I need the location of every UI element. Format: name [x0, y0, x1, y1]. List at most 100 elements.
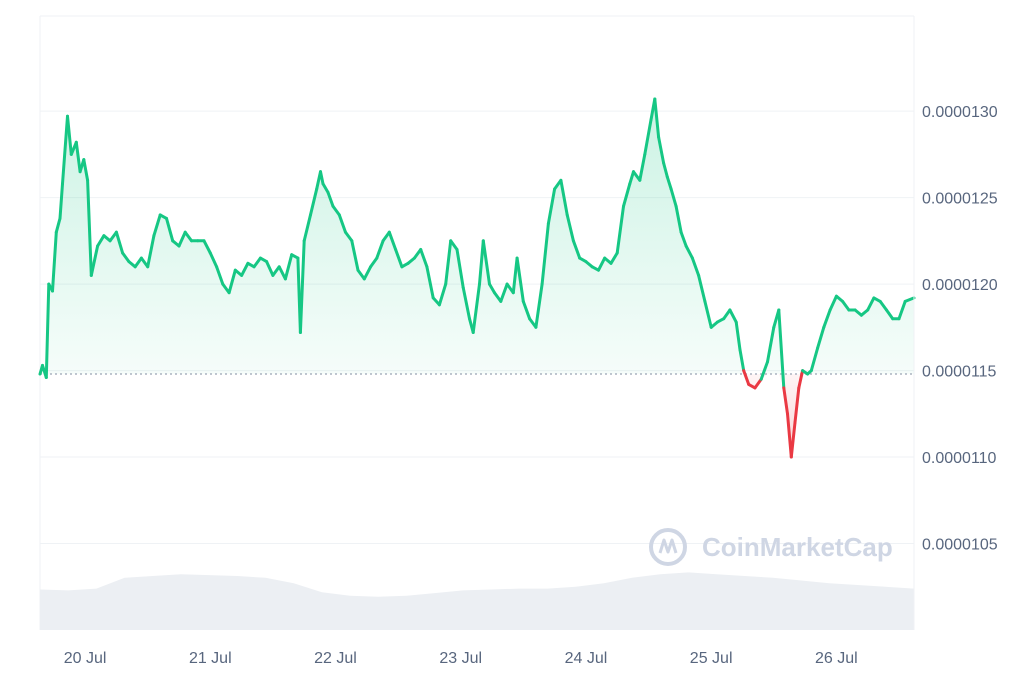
- price-segment-up: [597, 256, 607, 272]
- price-segment-up: [51, 230, 58, 293]
- price-segment-up: [628, 170, 635, 186]
- price-segment-up: [534, 282, 544, 329]
- price-segment-up: [565, 213, 575, 243]
- price-segment-up: [350, 239, 360, 272]
- price-segment-up: [734, 320, 742, 352]
- y-tick-label: 0.0000105: [922, 537, 998, 554]
- coinmarketcap-logo-icon: [649, 528, 687, 566]
- price-segment-up: [66, 114, 73, 156]
- price-segment-up: [265, 260, 275, 277]
- price-segment-up: [515, 256, 525, 303]
- price-segment-up: [89, 244, 100, 277]
- price-segment-up: [571, 239, 582, 260]
- price-segment-up: [82, 158, 90, 182]
- price-segment-down: [753, 377, 763, 390]
- price-segment-up: [657, 135, 666, 165]
- price-segment-up: [133, 256, 143, 269]
- price-segment-up: [302, 213, 312, 243]
- price-segment-up: [114, 230, 125, 255]
- price-segment-up: [369, 256, 379, 269]
- price-segment-up: [669, 187, 678, 208]
- x-tick-label: 22 Jul: [314, 650, 357, 667]
- price-segment-up: [653, 97, 661, 139]
- price-segment-up: [559, 178, 569, 217]
- price-segment-up: [344, 230, 354, 243]
- x-tick-label: 25 Jul: [690, 650, 733, 667]
- price-segment-up: [738, 348, 746, 373]
- price-segment-up: [521, 299, 532, 321]
- price-segment-up: [643, 118, 653, 156]
- price-segment-up: [766, 325, 776, 364]
- price-segment-up: [822, 308, 832, 329]
- price-segment-up: [759, 360, 769, 381]
- x-tick-label: 21 Jul: [189, 650, 232, 667]
- price-segment-up: [481, 239, 491, 286]
- x-tick-label: 20 Jul: [64, 650, 107, 667]
- y-tick-label: 0.0000115: [922, 364, 997, 381]
- price-segment-up: [240, 261, 250, 277]
- price-segment-up: [455, 248, 465, 289]
- price-segment-up: [674, 204, 683, 234]
- price-segment-up: [697, 273, 707, 303]
- x-tick-label: 24 Jul: [565, 650, 608, 667]
- price-segment-up: [866, 296, 876, 312]
- price-segment-up: [679, 230, 688, 248]
- price-segment-up: [74, 140, 82, 174]
- price-segment-up: [499, 282, 509, 303]
- price-area-up: [40, 99, 914, 375]
- price-segment-up: [684, 244, 694, 260]
- volume-area: [40, 572, 914, 630]
- price-segment-up: [662, 161, 669, 179]
- price-segment-up: [283, 253, 294, 281]
- price-segment-up: [319, 170, 325, 186]
- price-segment-up: [488, 282, 496, 295]
- price-segment-up: [903, 296, 916, 303]
- price-segment-up: [146, 234, 156, 269]
- price-segment-up: [885, 308, 895, 321]
- price-segment-up: [165, 216, 175, 243]
- price-segment-up: [609, 251, 619, 265]
- price-segment-up: [809, 346, 820, 373]
- price-segment-up: [722, 308, 732, 321]
- price-segment-up: [356, 268, 366, 281]
- price-segment-up: [58, 182, 64, 220]
- price-segment-up: [638, 152, 647, 182]
- price-segment-down: [793, 386, 801, 424]
- x-axis: 20 Jul 21 Jul 22 Jul 23 Jul 24 Jul 25 Jul 26 J…: [64, 650, 858, 667]
- watermark-text: CoinMarketCap: [702, 532, 893, 562]
- y-tick-label: 0.0000130: [922, 104, 998, 121]
- price-segment-up: [444, 239, 453, 286]
- price-segment-up: [362, 265, 373, 281]
- price-segment-up: [321, 182, 330, 194]
- price-segment-down: [742, 369, 751, 386]
- price-segment-down: [797, 369, 805, 390]
- price-segment-up: [121, 251, 131, 264]
- price-segment-up: [449, 239, 459, 251]
- coinmarketcap-logo-mark: [658, 538, 678, 554]
- watermark: CoinMarketCap: [649, 528, 893, 566]
- price-segment-up: [309, 187, 319, 217]
- price-segment-up: [841, 299, 851, 312]
- y-axis: 0.0000130 0.0000125 0.0000120 0.0000115 0.00…: [922, 104, 998, 553]
- x-tick-label: 26 Jul: [815, 650, 858, 667]
- price-segment-up: [615, 204, 625, 255]
- price-segment-up: [54, 216, 62, 234]
- y-tick-label: 0.0000125: [922, 191, 998, 208]
- price-segment-up: [471, 282, 481, 334]
- price-segment-up: [703, 299, 713, 329]
- price-segment-up: [437, 282, 448, 307]
- price-segment-up: [86, 178, 93, 277]
- price-segment-up: [331, 204, 341, 217]
- price-segment-up: [252, 256, 262, 269]
- price-segment-up: [878, 299, 888, 312]
- price-segment-up: [478, 239, 485, 286]
- price-segment-up: [215, 265, 225, 286]
- price-segment-up: [277, 265, 287, 281]
- price-segment-up: [546, 187, 557, 225]
- price-segment-up: [152, 213, 162, 238]
- price-segment-up: [326, 190, 335, 208]
- price-segment-up: [183, 230, 193, 243]
- price-segment-up: [897, 299, 907, 321]
- price-segment-up: [461, 286, 471, 321]
